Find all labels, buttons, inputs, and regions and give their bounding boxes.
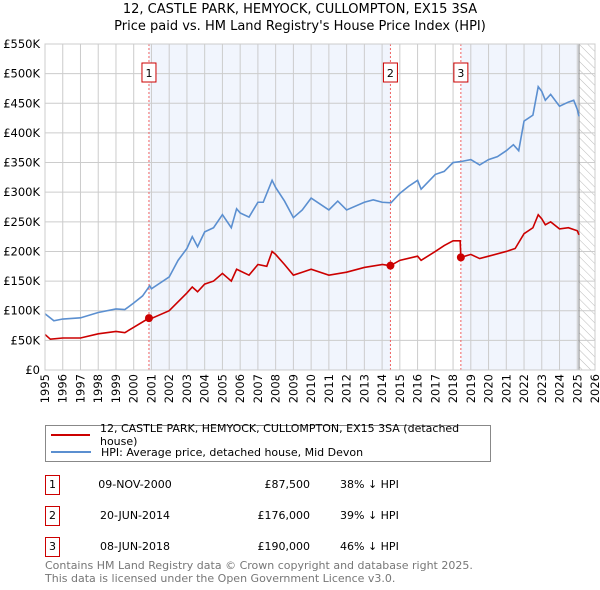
x-tick-label: 2003 bbox=[180, 374, 194, 403]
sale-number-badge: 2 bbox=[45, 506, 60, 526]
x-tick-label: 2000 bbox=[127, 374, 141, 403]
x-tick-label: 2006 bbox=[233, 374, 247, 403]
x-tick-label: 1998 bbox=[91, 374, 105, 403]
sale-number-badge: 3 bbox=[45, 537, 60, 557]
legend-item-property: 12, CASTLE PARK, HEMYOCK, CULLOMPTON, EX… bbox=[51, 422, 490, 448]
x-tick-label: 2013 bbox=[357, 374, 371, 403]
sale-price: £87,500 bbox=[264, 478, 311, 491]
forecast-hatch bbox=[579, 44, 595, 370]
y-tick-label: £500K bbox=[3, 67, 40, 81]
x-tick-label: 1995 bbox=[38, 374, 52, 403]
shaded-region bbox=[460, 44, 580, 370]
x-tick-label: 2021 bbox=[499, 374, 513, 403]
sale-point bbox=[144, 314, 153, 323]
x-tick-label: 2012 bbox=[340, 374, 354, 403]
y-tick-label: £100K bbox=[3, 304, 40, 318]
sale-hpi-diff: 46% ↓ HPI bbox=[340, 540, 399, 553]
sale-point bbox=[386, 261, 395, 270]
x-tick-label: 2001 bbox=[144, 374, 158, 403]
sale-row: 3 08-JUN-2018 £190,000 46% ↓ HPI bbox=[45, 537, 495, 557]
sale-point bbox=[456, 253, 465, 262]
sale-hpi-diff: 38% ↓ HPI bbox=[340, 478, 399, 491]
sale-label-box bbox=[141, 62, 157, 83]
x-tick-label: 2015 bbox=[393, 374, 407, 403]
legend-swatch-red bbox=[51, 434, 90, 436]
y-tick-label: £250K bbox=[3, 215, 40, 229]
legend-label: 12, CASTLE PARK, HEMYOCK, CULLOMPTON, EX… bbox=[99, 422, 460, 448]
x-tick-label: 2026 bbox=[588, 374, 600, 403]
x-tick-label: 2009 bbox=[286, 374, 300, 403]
sale-price: £190,000 bbox=[257, 540, 311, 553]
sale-price: £176,000 bbox=[257, 509, 311, 522]
x-tick-label: 2008 bbox=[269, 374, 283, 403]
chart-title: 12, CASTLE PARK, HEMYOCK, CULLOMPTON, EX… bbox=[122, 2, 478, 17]
x-tick-label: 2019 bbox=[464, 374, 478, 403]
x-tick-label: 1999 bbox=[109, 374, 123, 403]
legend-swatch-blue bbox=[51, 451, 91, 453]
y-tick-label: £550K bbox=[3, 37, 40, 51]
x-tick-label: 1996 bbox=[56, 374, 70, 403]
sale-label-box bbox=[453, 62, 469, 83]
y-tick-label: £400K bbox=[3, 126, 40, 140]
property-price-line bbox=[44, 213, 580, 341]
x-tick-label: 2017 bbox=[428, 374, 442, 403]
x-tick-label: 2025 bbox=[570, 374, 584, 403]
x-tick-label: 2016 bbox=[411, 374, 425, 403]
sale-number-badge: 1 bbox=[45, 475, 60, 495]
legend-label: HPI: Average price, detached house, Mid … bbox=[101, 445, 364, 459]
hpi-line bbox=[44, 84, 580, 322]
y-tick-label: £450K bbox=[3, 96, 40, 110]
legend: 12, CASTLE PARK, HEMYOCK, CULLOMPTON, EX… bbox=[45, 422, 491, 462]
y-tick-label: £350K bbox=[3, 156, 40, 170]
y-tick-label: £150K bbox=[3, 274, 40, 288]
x-tick-label: 2004 bbox=[198, 374, 212, 403]
x-tick-label: 2024 bbox=[553, 374, 567, 403]
sale-date: 09-NOV-2000 bbox=[98, 478, 172, 491]
x-tick-label: 2014 bbox=[375, 374, 389, 403]
sale-date: 08-JUN-2018 bbox=[99, 540, 171, 553]
sale-label-number: 1 bbox=[145, 67, 152, 80]
sale-row: 1 09-NOV-2000 £87,500 38% ↓ HPI bbox=[45, 475, 495, 495]
plot-area: 1995 1996 1997 1998 1999 2000 2001 2002 2003 2004… bbox=[3, 37, 600, 403]
footer: Contains HM Land Registry data © Crown c… bbox=[45, 559, 473, 585]
chart-subtitle: Price paid vs. HM Land Registry's House … bbox=[114, 19, 486, 34]
y-tick-label: £0 bbox=[25, 363, 40, 377]
sale-label-number: 3 bbox=[457, 67, 464, 80]
x-tick-label: 2011 bbox=[322, 374, 336, 403]
y-tick-label: £300K bbox=[3, 185, 40, 199]
x-tick-label: 2023 bbox=[535, 374, 549, 403]
x-tick-label: 2010 bbox=[304, 374, 318, 403]
x-tick-label: 2018 bbox=[446, 374, 460, 403]
footer-licence: This data is licensed under the Open Gov… bbox=[45, 572, 396, 585]
legend-item-hpi: HPI: Average price, detached house, Mid … bbox=[51, 444, 363, 460]
y-tick-label: £50K bbox=[11, 333, 41, 347]
sale-label-number: 2 bbox=[387, 67, 394, 80]
y-tick-label: £200K bbox=[3, 244, 40, 258]
x-tick-label: 2007 bbox=[251, 374, 265, 403]
sale-date: 20-JUN-2014 bbox=[99, 509, 171, 522]
x-tick-label: 2005 bbox=[215, 374, 229, 403]
x-tick-label: 2020 bbox=[482, 374, 496, 403]
x-tick-label: 1997 bbox=[73, 374, 87, 403]
footer-copyright: Contains HM Land Registry data © Crown c… bbox=[45, 559, 473, 572]
x-tick-label: 2022 bbox=[517, 374, 531, 403]
sale-hpi-diff: 39% ↓ HPI bbox=[340, 509, 399, 522]
plot-border bbox=[44, 43, 596, 371]
shaded-region bbox=[148, 44, 391, 370]
sale-row: 2 20-JUN-2014 £176,000 39% ↓ HPI bbox=[45, 506, 495, 526]
x-tick-label: 2002 bbox=[162, 374, 176, 403]
sale-label-box bbox=[382, 62, 398, 83]
